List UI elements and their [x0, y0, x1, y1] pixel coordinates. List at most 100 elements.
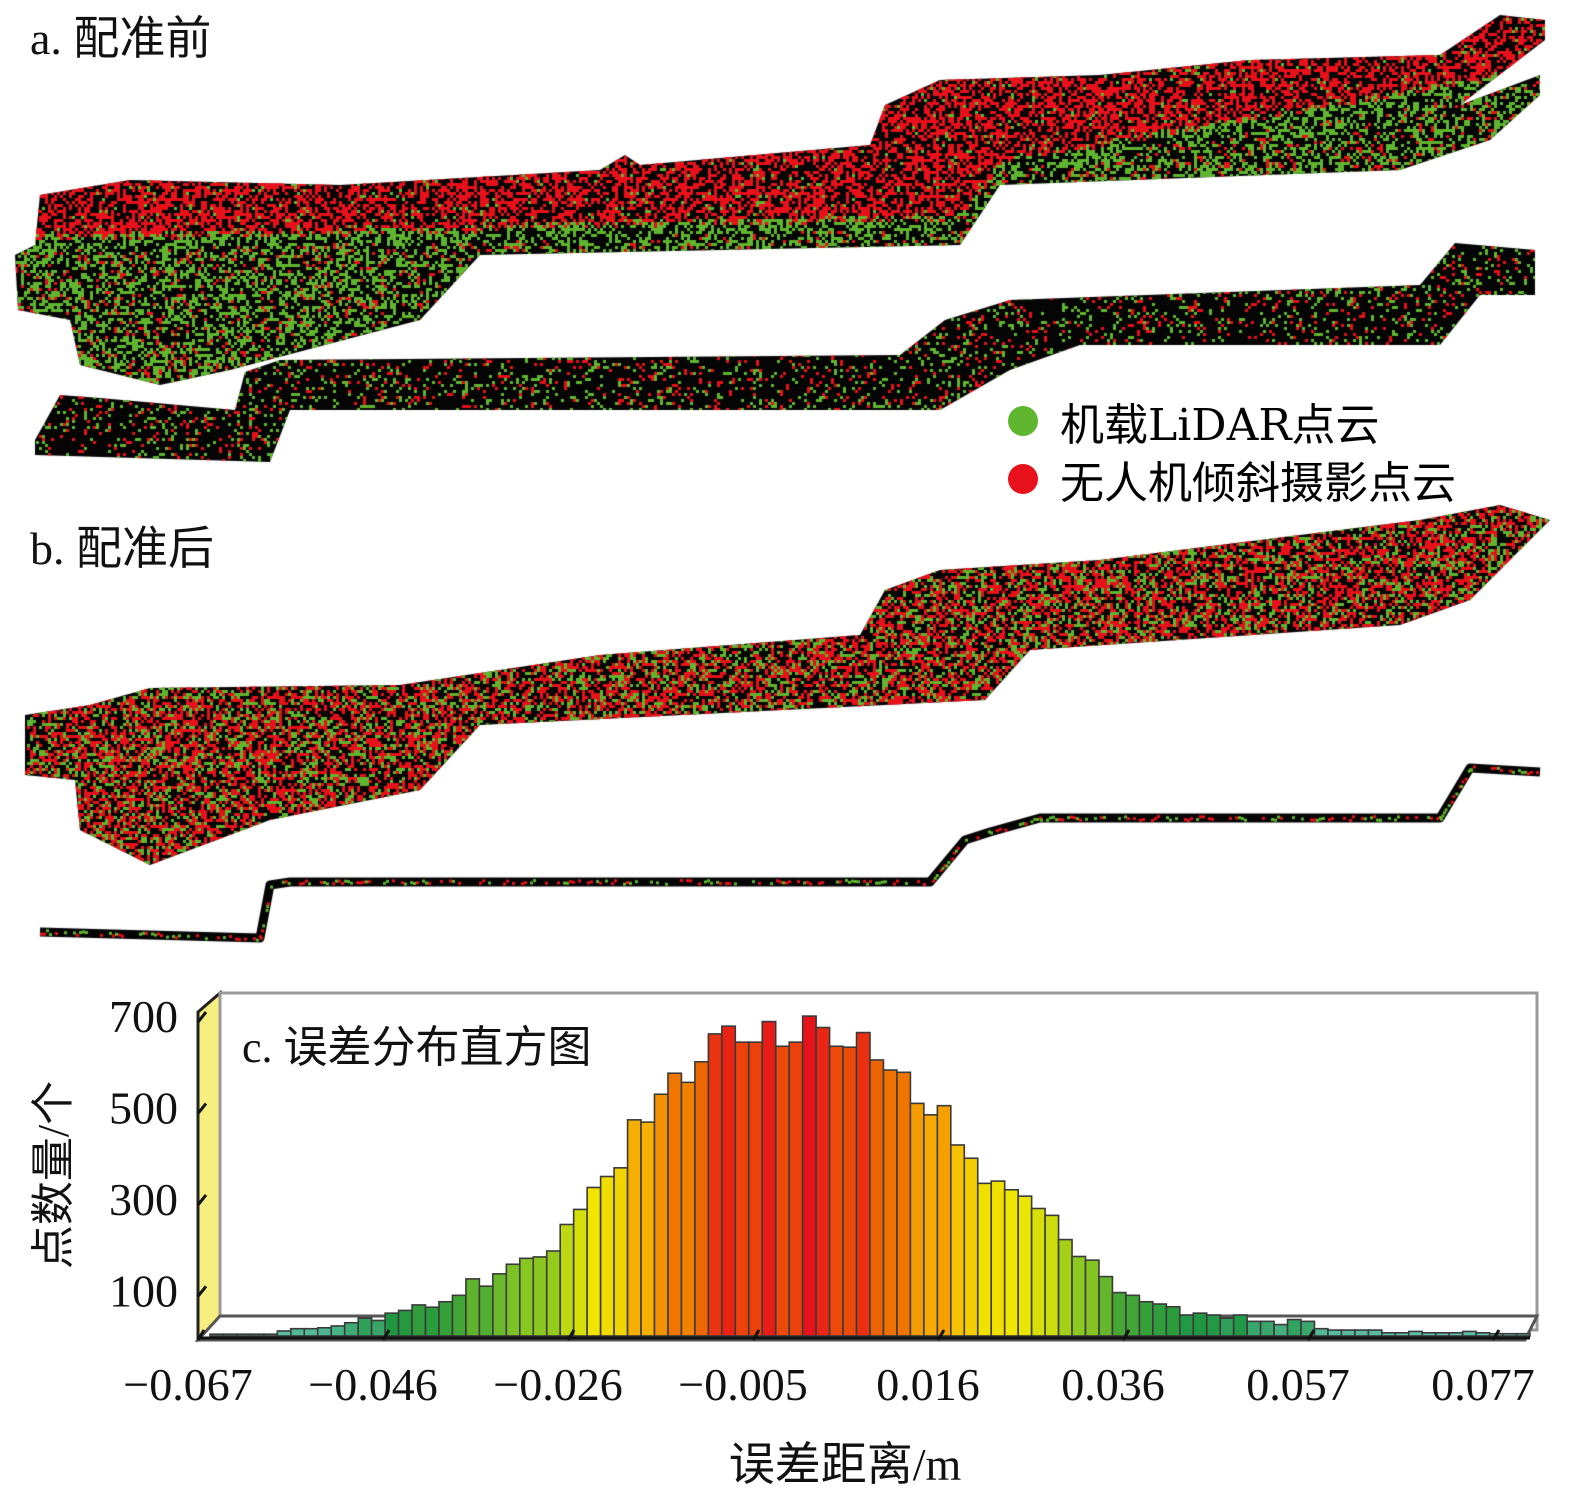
- histogram-bar: [236, 1333, 252, 1337]
- histogram-bar: [1044, 1214, 1060, 1337]
- histogram-bar: [1273, 1323, 1289, 1337]
- histogram-bar: [801, 1015, 817, 1337]
- histogram-bar: [1003, 1188, 1019, 1337]
- histogram-bar: [1313, 1327, 1329, 1337]
- histogram-bar: [1152, 1303, 1168, 1337]
- x-tick-label: 0.077: [1431, 1359, 1535, 1410]
- histogram-bar: [1421, 1332, 1437, 1337]
- histogram-bar: [1030, 1207, 1046, 1337]
- histogram-bar: [290, 1327, 306, 1337]
- y-tick-label: 500: [109, 1083, 178, 1134]
- legend-label: 机载LiDAR点云: [1060, 400, 1380, 451]
- histogram-bar: [842, 1046, 858, 1337]
- histogram-bar: [1098, 1275, 1114, 1337]
- histogram-bar: [1057, 1238, 1073, 1337]
- histogram-bar: [1394, 1332, 1410, 1337]
- x-tick-label: −0.046: [308, 1359, 437, 1410]
- histogram-bar: [896, 1071, 912, 1337]
- x-tick-label: −0.005: [678, 1359, 807, 1410]
- histogram-bar: [626, 1119, 642, 1337]
- histogram-bar: [1111, 1291, 1127, 1337]
- green-dot-icon: [1008, 406, 1038, 436]
- histogram-bar: [451, 1294, 467, 1337]
- histogram-bar: [1246, 1320, 1262, 1337]
- histogram-bar: [936, 1104, 952, 1337]
- y-tick-label: 700: [109, 991, 178, 1042]
- histogram-bar: [1515, 1332, 1531, 1337]
- histogram-bar: [505, 1263, 521, 1337]
- x-tick-mark: [751, 1329, 761, 1341]
- histogram-bar: [1327, 1329, 1343, 1337]
- histogram-bar: [882, 1069, 898, 1337]
- y-tick-mark: [196, 1011, 208, 1024]
- histogram-bar: [1448, 1332, 1464, 1337]
- histogram-bar: [1502, 1332, 1518, 1337]
- histogram-bar: [330, 1325, 346, 1337]
- x-tick-label: 0.057: [1246, 1359, 1350, 1410]
- histogram-bar: [316, 1326, 333, 1337]
- histogram-bar: [572, 1208, 588, 1337]
- histogram-bar: [263, 1333, 279, 1337]
- histogram-bar: [788, 1041, 804, 1337]
- legend-item-uav: 无人机倾斜摄影点云: [1008, 450, 1456, 509]
- histogram-bar: [747, 1041, 764, 1337]
- histogram-bar: [1340, 1329, 1356, 1337]
- histogram-bar: [1205, 1314, 1222, 1337]
- histogram-bar: [424, 1306, 440, 1337]
- histogram-bar: [411, 1304, 427, 1337]
- x-tick-label: −0.026: [493, 1359, 622, 1410]
- histogram-bar: [990, 1180, 1006, 1337]
- histogram-bar: [1434, 1332, 1450, 1337]
- x-tick-mark: [1306, 1329, 1316, 1341]
- legend-item-lidar: 机载LiDAR点云: [1008, 392, 1456, 451]
- histogram-bar: [397, 1309, 413, 1337]
- histogram-bar: [532, 1256, 548, 1337]
- x-tick-label: 0.036: [1061, 1359, 1165, 1410]
- histogram-bar: [249, 1333, 265, 1337]
- histogram-bar: [559, 1223, 575, 1337]
- x-tick-mark: [566, 1329, 576, 1341]
- histogram-bar: [869, 1059, 885, 1337]
- histogram-bar: [518, 1257, 535, 1337]
- histogram-bar: [1475, 1332, 1491, 1337]
- histogram-bar: [545, 1250, 562, 1337]
- histogram-bar: [680, 1081, 696, 1337]
- histogram-bar: [613, 1167, 629, 1337]
- histogram-bar: [343, 1321, 359, 1337]
- histogram-bar: [1259, 1320, 1275, 1337]
- histogram-bar: [734, 1041, 750, 1337]
- histogram-bar: [357, 1317, 373, 1337]
- histogram-bar: [492, 1273, 508, 1337]
- histogram-bar: [1165, 1305, 1181, 1337]
- panel-a-title: a. 配准前: [30, 13, 212, 64]
- histogram-bar: [1138, 1300, 1154, 1337]
- x-axis-label: 误差距离/m: [729, 1439, 962, 1490]
- histogram-bar: [303, 1327, 319, 1337]
- x-tick-mark: [196, 1329, 206, 1341]
- y-tick-mark: [196, 1193, 208, 1206]
- histogram-bar: [855, 1031, 871, 1337]
- histogram-bar: [276, 1330, 292, 1337]
- histogram-bar: [694, 1061, 710, 1337]
- histogram-bar: [828, 1045, 844, 1337]
- x-tick-mark: [381, 1329, 391, 1341]
- red-dot-icon: [1008, 464, 1038, 494]
- histogram-bar: [774, 1045, 790, 1337]
- histogram-bar: [370, 1319, 386, 1337]
- histogram-bar: [815, 1026, 831, 1337]
- histogram-bar: [707, 1033, 723, 1337]
- histogram-bar: [653, 1093, 669, 1337]
- histogram-bar: [465, 1278, 481, 1337]
- histogram-bar: [1286, 1318, 1302, 1337]
- x-tick-mark: [936, 1329, 946, 1341]
- histogram-bar: [1381, 1332, 1397, 1337]
- x-tick-label: 0.016: [876, 1359, 980, 1410]
- histogram-bar: [667, 1072, 683, 1337]
- point-cloud-after-registration: [0, 490, 1575, 960]
- x-tick-mark: [1121, 1329, 1131, 1341]
- histogram-bar: [586, 1186, 602, 1337]
- x-tick-mark: [1491, 1329, 1501, 1341]
- histogram-bar: [761, 1020, 777, 1337]
- histogram-bar: [909, 1102, 925, 1337]
